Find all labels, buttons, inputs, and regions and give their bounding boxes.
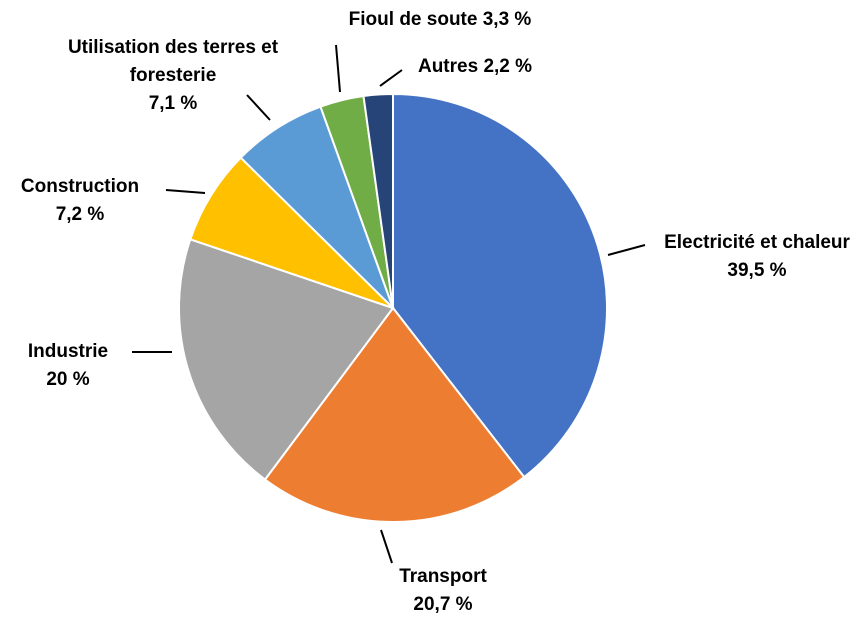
slice-label: Construction 7,2 % xyxy=(0,173,160,229)
category-label: Fioul de soute xyxy=(348,9,478,30)
value-label: 3,3 % xyxy=(482,9,532,30)
pie-slice xyxy=(392,92,608,479)
pie-slice xyxy=(178,238,395,481)
leader-line xyxy=(246,94,271,121)
slice-label: Autres 2,2 % xyxy=(395,53,555,81)
value-label: 20,7 % xyxy=(413,594,473,615)
pie-slice xyxy=(263,306,526,523)
category-label: Industrie xyxy=(27,341,109,362)
value-label: 39,5 % xyxy=(727,260,787,281)
value-label: 7,1 % xyxy=(148,93,198,114)
slice-label: Industrie 20 % xyxy=(8,338,128,394)
slice-label: Transport 20,7 % xyxy=(363,563,523,619)
leader-line xyxy=(380,529,393,564)
category-label: Utilisation des terres et foresterie xyxy=(67,37,279,86)
value-label: 20 % xyxy=(46,369,90,390)
value-label: 2,2 % xyxy=(483,56,533,77)
slice-label: Fioul de soute 3,3 % xyxy=(310,6,570,34)
slice-label: Utilisation des terres et foresterie 7,1 … xyxy=(53,34,293,118)
category-label: Autres xyxy=(417,56,479,77)
leader-line xyxy=(335,44,341,93)
value-label: 7,2 % xyxy=(55,204,105,225)
category-label: Transport xyxy=(399,566,487,587)
category-label: Electricité et chaleur xyxy=(664,232,850,253)
leader-line xyxy=(165,189,206,194)
category-label: Construction xyxy=(20,176,140,197)
leader-line xyxy=(379,69,403,87)
pie-slice xyxy=(362,92,394,309)
leader-line xyxy=(607,244,646,256)
slice-label: Electricité et chaleur 39,5 % xyxy=(637,229,866,285)
